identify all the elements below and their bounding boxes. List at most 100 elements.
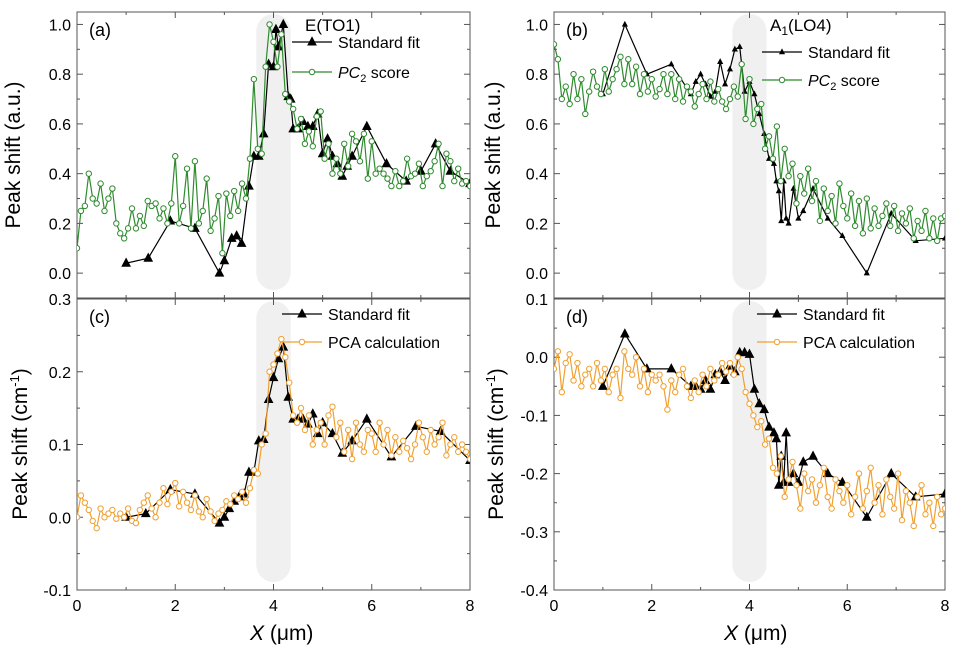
data-point: [293, 419, 301, 426]
data-point: [707, 92, 714, 99]
data-point: [333, 155, 340, 162]
data-point: [109, 185, 116, 192]
data-point: [746, 75, 753, 83]
data-point: [360, 448, 368, 455]
data-point: [749, 383, 760, 393]
data-point: [785, 172, 792, 180]
data-point: [244, 180, 254, 190]
data-point: [736, 43, 743, 50]
data-point: [570, 377, 577, 384]
data-point: [455, 165, 462, 172]
data-point: [344, 162, 352, 170]
data-point: [164, 220, 171, 227]
data-point: [847, 190, 855, 197]
data-point: [81, 202, 89, 210]
data-point: [683, 383, 691, 390]
legend-label-italic: PC: [338, 65, 361, 82]
data-point: [403, 155, 411, 162]
data-point: [562, 83, 569, 90]
data-point: [598, 380, 608, 390]
data-point: [902, 220, 910, 227]
data-point: [368, 138, 375, 145]
data-point: [933, 493, 941, 501]
data-point: [132, 519, 140, 527]
data-point: [168, 200, 175, 207]
data-point: [301, 140, 309, 148]
x-tick-label: 4: [269, 598, 278, 615]
data-point: [427, 426, 434, 434]
chart-panel: 0.0 0.2 0.4 0.6 0.8 1.0 Peak shift (a.u.) (a) E(…: [2, 11, 471, 299]
data-point: [321, 441, 328, 448]
data-point: [902, 487, 910, 495]
data-point: [721, 80, 729, 87]
data-point: [101, 207, 108, 215]
data-point: [231, 230, 242, 240]
data-point: [691, 103, 698, 110]
data-point: [777, 452, 784, 460]
chart-title: E(TO1): [305, 16, 360, 35]
data-point: [692, 78, 699, 84]
data-point: [423, 172, 430, 180]
x-tick-label: 6: [367, 598, 376, 615]
data-point: [863, 269, 870, 276]
data-point: [356, 158, 364, 165]
data-point: [769, 155, 777, 162]
data-point: [789, 458, 796, 466]
y-axis-label-sup: -1: [7, 375, 22, 387]
legend-entry: PC2 score: [762, 73, 880, 93]
data-point: [388, 452, 395, 459]
data-point: [231, 492, 238, 499]
data-point: [191, 492, 199, 499]
data-point: [435, 434, 442, 441]
data-point: [152, 514, 159, 521]
chart-panel: -0.1 0.0 0.1 0.2 0.3 0 2 4 6 8 Peak shift (cm-1) (c…: [7, 292, 475, 615]
data-point: [341, 140, 348, 148]
data-point: [344, 426, 352, 434]
legend-marker: [308, 68, 316, 76]
data-series: [554, 348, 945, 530]
data-point: [601, 66, 609, 73]
data-point: [697, 70, 704, 77]
data-point: [175, 220, 183, 227]
data-point: [179, 202, 187, 210]
y-tick-label: 0.4: [49, 167, 71, 184]
data-point: [839, 232, 846, 239]
x-tick-label: 4: [745, 598, 754, 615]
data-point: [231, 187, 238, 195]
data-point: [223, 190, 230, 197]
data-point: [214, 267, 225, 277]
data-point: [175, 503, 183, 510]
data-point: [341, 448, 348, 455]
data-point: [297, 404, 305, 412]
data-point: [629, 371, 636, 378]
data-point: [282, 354, 289, 361]
data-point: [793, 482, 800, 489]
data-point: [769, 464, 777, 471]
data-point: [321, 155, 328, 162]
data-point: [726, 95, 734, 103]
data-point: [824, 214, 831, 221]
data-point: [396, 182, 403, 190]
data-point: [278, 18, 289, 28]
data-point: [666, 363, 677, 373]
y-tick-label: 0.0: [526, 350, 548, 367]
data-point: [81, 499, 89, 506]
data-point: [301, 426, 309, 434]
legend-label: PCA calculation: [803, 335, 915, 352]
legend-entry: Standard fit: [757, 307, 885, 324]
data-point: [242, 195, 250, 202]
data-point: [699, 80, 706, 88]
y-tick-label: 0.8: [526, 67, 548, 84]
data-point: [309, 143, 316, 150]
data-point: [605, 388, 612, 396]
data-point: [286, 98, 293, 105]
data-point: [156, 215, 163, 222]
data-point: [143, 252, 154, 262]
data-point: [101, 514, 108, 521]
y-axis-label-end: ): [9, 368, 32, 375]
data-point: [636, 383, 644, 390]
data-point: [317, 419, 324, 426]
data-point: [309, 441, 316, 448]
data-point: [455, 448, 462, 455]
x-tick-label: 0: [550, 598, 559, 615]
